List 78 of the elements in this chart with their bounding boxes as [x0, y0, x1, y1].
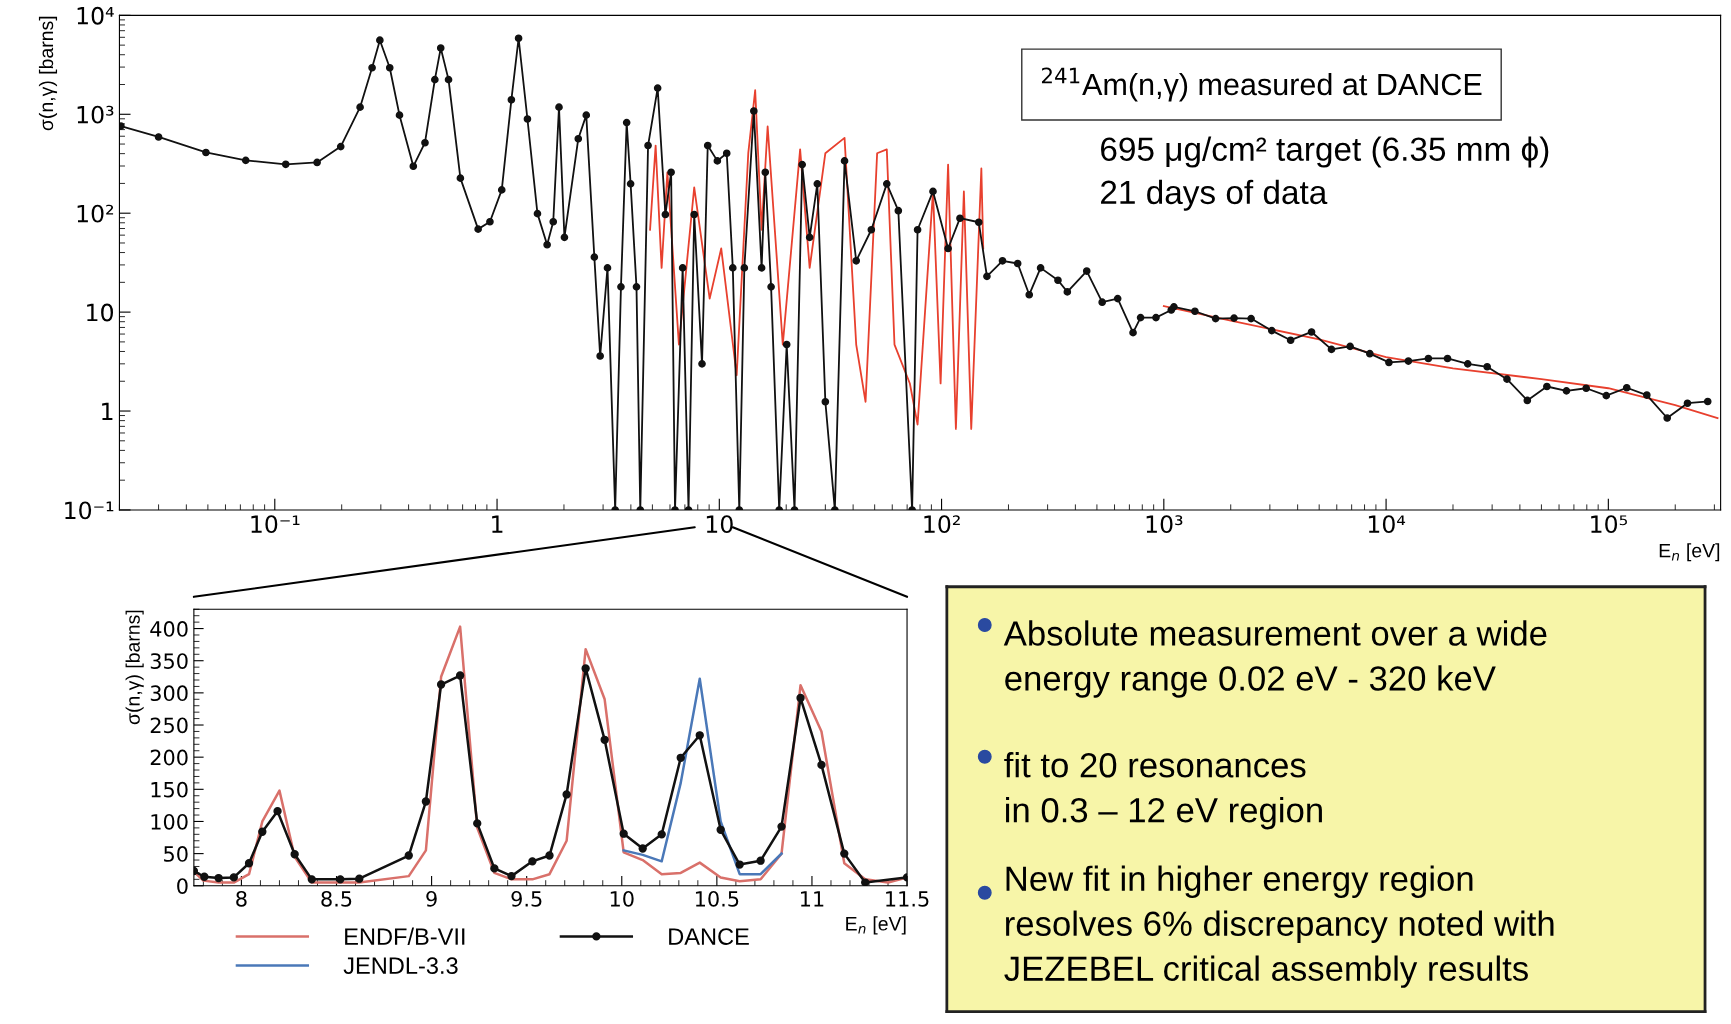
point: [796, 693, 805, 703]
x-tick-label: 9.5: [511, 890, 542, 907]
legend-label: JENDL-3.3: [343, 957, 458, 975]
point: [528, 857, 537, 866]
x-tick-label: 11: [800, 891, 824, 907]
point: [473, 819, 482, 828]
point: [545, 851, 554, 860]
x-tick-label: 10⁻¹: [251, 515, 300, 534]
point: [455, 671, 465, 680]
x-tick-label: 11.5: [886, 891, 929, 907]
legend-label: DANCE: [669, 928, 749, 945]
x-tick-label: 8.5: [321, 890, 352, 907]
point: [735, 860, 744, 869]
point: [777, 822, 786, 831]
y-tick-label: 10⁴: [77, 6, 114, 25]
x-tick-label: 10⁵: [1591, 515, 1627, 534]
point: [861, 878, 870, 886]
text: fit to 20 resonances in 0.3 – 12 eV region: [1004, 752, 1322, 830]
point: [581, 664, 590, 673]
point: [676, 753, 685, 762]
point: [695, 731, 704, 740]
y-tick-label: 10⁻¹: [65, 501, 114, 520]
x-tick-label: 1: [492, 515, 503, 533]
x-tick-label: 10: [706, 515, 733, 534]
y-tick-label: 200: [150, 749, 188, 766]
point: [638, 844, 647, 853]
point: [307, 875, 316, 884]
legend-label: ENDF/B-VII: [345, 927, 465, 945]
point: [355, 874, 364, 883]
point: [507, 871, 516, 881]
point: [200, 872, 209, 881]
y-axis-title: σ(n,γ) [barns]: [125, 610, 144, 725]
y-tick-label: 250: [150, 717, 188, 734]
y-tick-label: 1: [102, 402, 113, 420]
x-tick-label: 8: [236, 890, 247, 907]
x-tick-label: 10³: [1146, 515, 1183, 534]
y-tick-label: 150: [151, 781, 188, 798]
y-axis-title: σ(n,γ) [barns]: [38, 16, 58, 131]
y-tick-label: 350: [150, 653, 188, 669]
point: [244, 859, 254, 868]
point: [716, 825, 725, 834]
point: [273, 807, 282, 816]
x-tick-label: 9: [426, 890, 437, 907]
point: [817, 760, 826, 770]
y-tick-label: 10: [87, 303, 114, 322]
y-tick-label: 50: [164, 846, 188, 862]
point: [336, 875, 345, 884]
line-series: [622, 677, 783, 876]
y-tick-label: 10²: [77, 204, 114, 223]
point: [840, 849, 849, 858]
x-axis-title: E$_{n}$ [eV]: [1659, 543, 1720, 562]
text: Absolute measurement over a wide energy range 0.02 eV - 320 keV: [1003, 620, 1547, 698]
y-tick-label: 100: [151, 813, 188, 830]
x-tick-label: 10: [610, 890, 634, 907]
x-axis-title: E$_{n}$ [eV]: [846, 916, 906, 935]
point: [290, 850, 299, 859]
text: New fit in higher energy region resolves 6% discrepancy noted with JEZEBEL critical assembly results: [1004, 865, 1554, 988]
x-tick-label: 10²: [924, 515, 960, 534]
point: [619, 829, 628, 838]
point: [258, 827, 267, 836]
point: [404, 851, 413, 860]
annotation: 695 μg/cm² target (6.35 mm ϕ) 21 days of data: [1101, 136, 1549, 211]
y-tick-label: 300: [150, 685, 188, 702]
point: [600, 735, 609, 744]
point: [756, 856, 765, 865]
x-tick-label: 10.5: [695, 890, 739, 907]
point: [214, 873, 223, 883]
y-tick-label: 400: [150, 621, 188, 637]
y-tick-label: 10³: [77, 105, 114, 124]
annotation: $^{241}$Am(n,γ) measured at DANCE: [1041, 67, 1482, 102]
y-tick-label: 0: [177, 878, 188, 894]
point: [436, 680, 446, 689]
point: [229, 873, 238, 882]
point: [562, 790, 571, 799]
x-tick-label: 10⁴: [1368, 515, 1406, 534]
point: [490, 864, 499, 873]
point: [421, 797, 431, 806]
point: [657, 830, 666, 839]
